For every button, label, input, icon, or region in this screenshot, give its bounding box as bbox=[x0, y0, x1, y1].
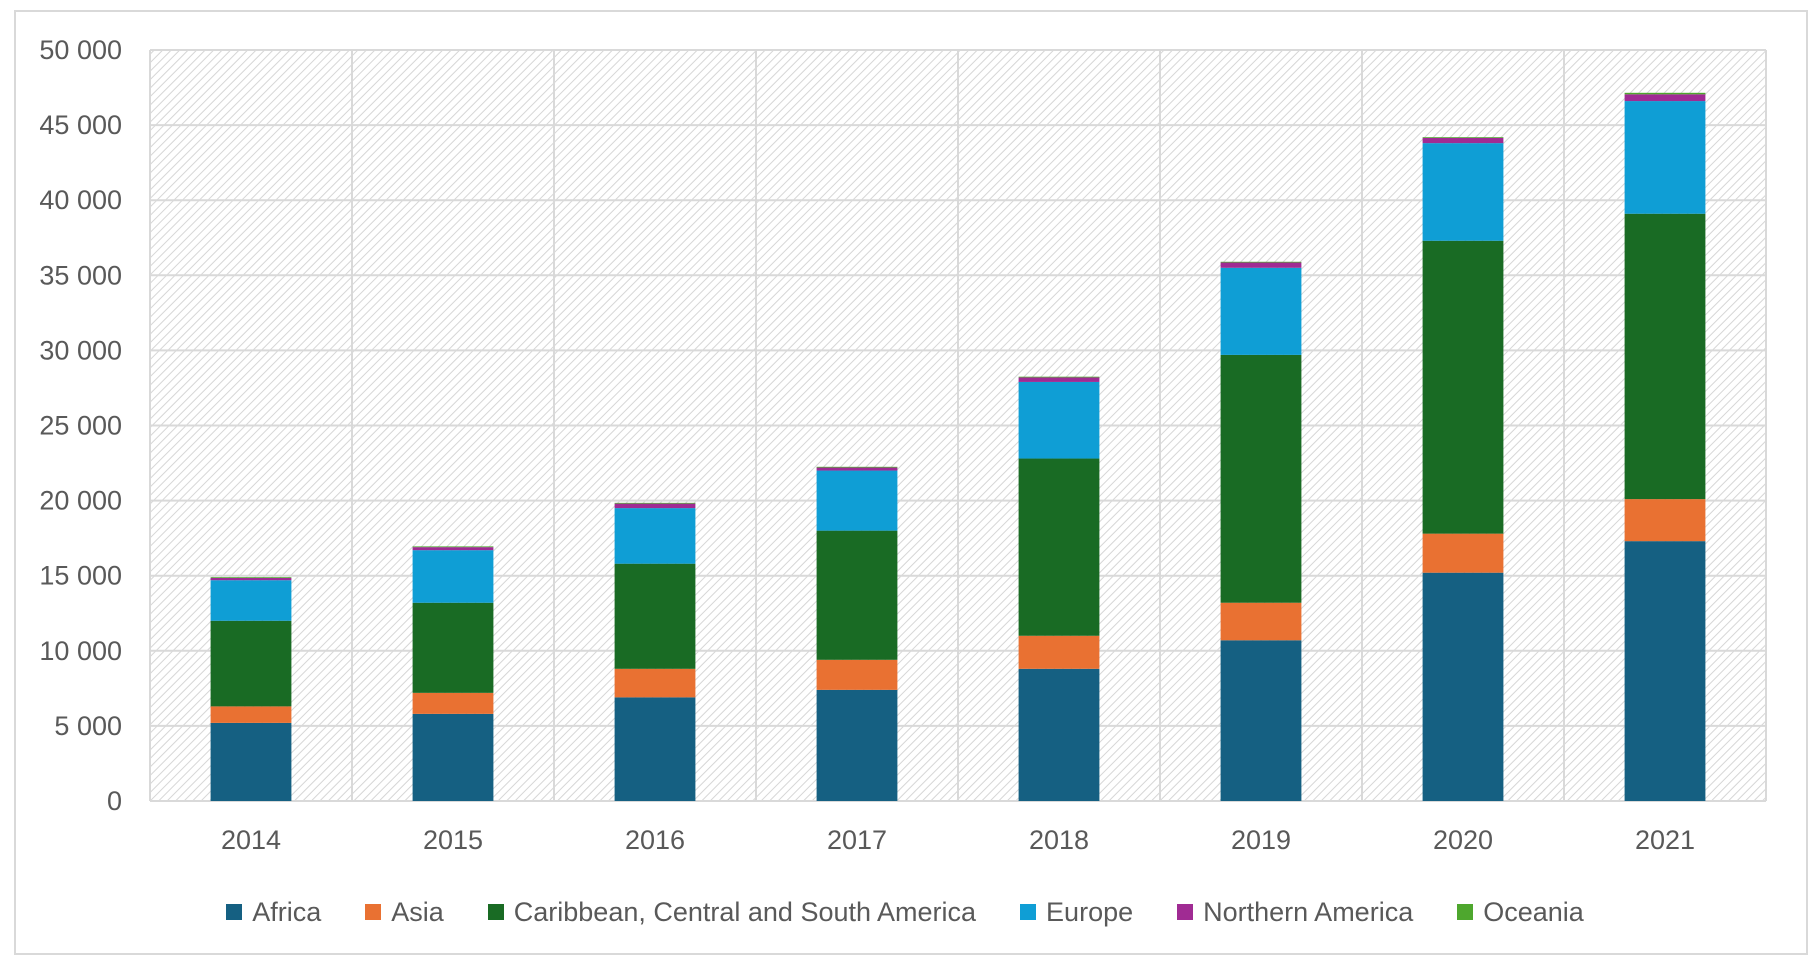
legend-label: Africa bbox=[252, 896, 322, 927]
bar-segment bbox=[816, 689, 898, 801]
bar-segment bbox=[1422, 533, 1504, 573]
legend-label: Europe bbox=[1046, 896, 1134, 927]
bar-segment bbox=[816, 659, 898, 690]
bar-segment bbox=[412, 547, 494, 551]
y-axis-tick-labels: 0 5 000 10 000 15 000 20 000 25 000 30 000 35 0… bbox=[39, 35, 122, 816]
bar-segment bbox=[1422, 137, 1504, 138]
y-tick-label: 10 000 bbox=[39, 636, 122, 666]
bar-segment bbox=[210, 620, 292, 707]
bar-segment bbox=[816, 530, 898, 660]
y-tick-label: 5 000 bbox=[54, 711, 122, 741]
bar-segment bbox=[816, 466, 898, 468]
bars bbox=[210, 92, 1706, 801]
bar-segment bbox=[614, 502, 696, 504]
legend-item: Asia bbox=[365, 897, 444, 928]
legend-item: Africa bbox=[226, 897, 321, 928]
bar-segment bbox=[1018, 635, 1100, 669]
bar-segment bbox=[1018, 376, 1100, 378]
y-tick-label: 30 000 bbox=[39, 335, 122, 365]
legend-label: Caribbean, Central and South America bbox=[513, 896, 977, 927]
bar-segment bbox=[1624, 94, 1706, 102]
bar-segment bbox=[1220, 261, 1302, 263]
legend-item: Northern America bbox=[1177, 897, 1413, 928]
y-tick-label: 50 000 bbox=[39, 35, 122, 65]
bar-segment bbox=[210, 706, 292, 723]
y-tick-label: 35 000 bbox=[39, 260, 122, 290]
legend-label: Oceania bbox=[1483, 896, 1584, 927]
bar-segment bbox=[614, 697, 696, 801]
bar-segment bbox=[1624, 213, 1706, 500]
bar-segment bbox=[614, 668, 696, 698]
bar-segment bbox=[1018, 377, 1100, 382]
y-tick-label: 45 000 bbox=[39, 110, 122, 140]
x-tick-label: 2021 bbox=[1635, 825, 1695, 855]
legend-item: Oceania bbox=[1457, 897, 1584, 928]
bar-segment bbox=[412, 713, 494, 801]
x-tick-label: 2019 bbox=[1231, 825, 1291, 855]
y-tick-label: 0 bbox=[107, 786, 122, 816]
bar-segment bbox=[1220, 602, 1302, 641]
y-tick-label: 40 000 bbox=[39, 185, 122, 215]
legend-item: Europe bbox=[1020, 897, 1133, 928]
bar-segment bbox=[1624, 92, 1706, 95]
x-tick-label: 2020 bbox=[1433, 825, 1493, 855]
legend-item: Caribbean, Central and South America bbox=[487, 896, 977, 928]
legend-swatch bbox=[1457, 904, 1474, 920]
bar-segment bbox=[1422, 137, 1504, 144]
x-tick-label: 2018 bbox=[1029, 825, 1089, 855]
legend-label: Asia bbox=[391, 896, 444, 927]
bar-segment bbox=[1422, 572, 1504, 801]
chart-legend: Africa Asia Caribbean, Central and South A… bbox=[0, 892, 1810, 932]
x-tick-label: 2014 bbox=[221, 825, 281, 855]
x-axis-tick-labels: 2014 2015 2016 2017 2018 2019 2020 2021 bbox=[221, 825, 1695, 855]
bar-segment bbox=[1018, 458, 1100, 636]
bar-segment bbox=[614, 508, 696, 564]
legend-swatch bbox=[487, 904, 504, 920]
legend-swatch bbox=[1020, 904, 1037, 920]
bar-segment bbox=[210, 577, 292, 578]
legend-swatch bbox=[226, 904, 243, 920]
bar-segment bbox=[614, 503, 696, 509]
y-tick-label: 20 000 bbox=[39, 486, 122, 516]
bar-segment bbox=[1220, 267, 1302, 355]
x-tick-label: 2017 bbox=[827, 825, 887, 855]
bar-segment bbox=[412, 602, 494, 693]
bar-segment bbox=[1018, 668, 1100, 801]
bar-segment bbox=[412, 546, 494, 548]
bar-segment bbox=[1422, 240, 1504, 534]
x-tick-label: 2015 bbox=[423, 825, 483, 855]
bar-segment bbox=[1624, 541, 1706, 801]
bar-segment bbox=[1220, 640, 1302, 801]
bar-segment bbox=[614, 563, 696, 669]
bar-segment bbox=[1624, 101, 1706, 214]
bar-segment bbox=[412, 692, 494, 714]
legend-swatch bbox=[1177, 904, 1194, 920]
bar-segment bbox=[816, 467, 898, 471]
bar-segment bbox=[1624, 499, 1706, 542]
y-tick-label: 15 000 bbox=[39, 561, 122, 591]
bar-segment bbox=[1220, 354, 1302, 603]
bar-segment bbox=[210, 577, 292, 581]
legend-swatch bbox=[365, 904, 382, 920]
x-tick-label: 2016 bbox=[625, 825, 685, 855]
bar-segment bbox=[1422, 143, 1504, 241]
bar-segment bbox=[1018, 381, 1100, 459]
legend-label: Northern America bbox=[1203, 896, 1414, 927]
bar-segment bbox=[412, 550, 494, 603]
bar-segment bbox=[210, 722, 292, 801]
y-tick-label: 25 000 bbox=[39, 411, 122, 441]
bar-segment bbox=[816, 470, 898, 531]
bar-segment bbox=[210, 580, 292, 621]
bar-segment bbox=[1220, 262, 1302, 268]
